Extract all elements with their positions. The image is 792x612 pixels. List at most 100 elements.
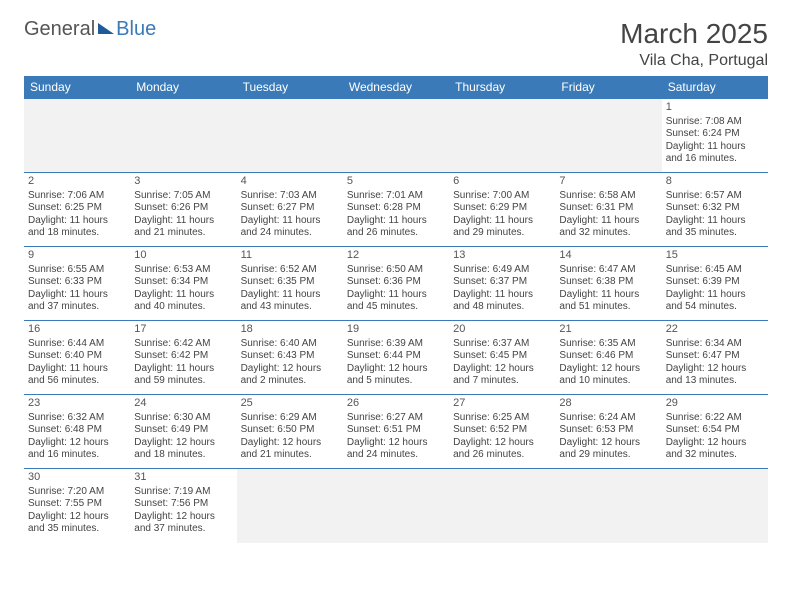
calendar-day-cell xyxy=(237,99,343,173)
day-number: 25 xyxy=(241,397,339,411)
calendar-day-cell: 30Sunrise: 7:20 AMSunset: 7:55 PMDayligh… xyxy=(24,469,130,543)
sunset-line: Sunset: 6:48 PM xyxy=(28,424,126,437)
weekday-header: Thursday xyxy=(449,76,555,99)
calendar-day-cell xyxy=(343,469,449,543)
day-number: 14 xyxy=(559,249,657,263)
daylight-line: Daylight: 12 hours and 29 minutes. xyxy=(559,437,657,462)
sunset-line: Sunset: 6:24 PM xyxy=(666,128,764,141)
sunrise-line: Sunrise: 6:55 AM xyxy=(28,264,126,277)
calendar-table: Sunday Monday Tuesday Wednesday Thursday… xyxy=(24,76,768,543)
sunrise-line: Sunrise: 7:00 AM xyxy=(453,190,551,203)
sunrise-line: Sunrise: 6:50 AM xyxy=(347,264,445,277)
sunset-line: Sunset: 6:29 PM xyxy=(453,202,551,215)
sunrise-line: Sunrise: 7:08 AM xyxy=(666,116,764,129)
calendar-day-cell: 2Sunrise: 7:06 AMSunset: 6:25 PMDaylight… xyxy=(24,173,130,247)
calendar-day-cell: 31Sunrise: 7:19 AMSunset: 7:56 PMDayligh… xyxy=(130,469,236,543)
day-number: 3 xyxy=(134,175,232,189)
daylight-line: Daylight: 12 hours and 10 minutes. xyxy=(559,363,657,388)
sunset-line: Sunset: 7:56 PM xyxy=(134,498,232,511)
calendar-week-row: 1Sunrise: 7:08 AMSunset: 6:24 PMDaylight… xyxy=(24,99,768,173)
calendar-day-cell: 6Sunrise: 7:00 AMSunset: 6:29 PMDaylight… xyxy=(449,173,555,247)
weekday-header-row: Sunday Monday Tuesday Wednesday Thursday… xyxy=(24,76,768,99)
day-number: 17 xyxy=(134,323,232,337)
daylight-line: Daylight: 11 hours and 43 minutes. xyxy=(241,289,339,314)
sunset-line: Sunset: 6:52 PM xyxy=(453,424,551,437)
day-number: 29 xyxy=(666,397,764,411)
sunset-line: Sunset: 6:36 PM xyxy=(347,276,445,289)
daylight-line: Daylight: 11 hours and 56 minutes. xyxy=(28,363,126,388)
calendar-day-cell xyxy=(555,99,661,173)
calendar-day-cell xyxy=(237,469,343,543)
daylight-line: Daylight: 11 hours and 16 minutes. xyxy=(666,141,764,166)
sunset-line: Sunset: 6:28 PM xyxy=(347,202,445,215)
daylight-line: Daylight: 12 hours and 32 minutes. xyxy=(666,437,764,462)
calendar-day-cell: 8Sunrise: 6:57 AMSunset: 6:32 PMDaylight… xyxy=(662,173,768,247)
calendar-day-cell: 15Sunrise: 6:45 AMSunset: 6:39 PMDayligh… xyxy=(662,247,768,321)
daylight-line: Daylight: 12 hours and 16 minutes. xyxy=(28,437,126,462)
calendar-day-cell: 12Sunrise: 6:50 AMSunset: 6:36 PMDayligh… xyxy=(343,247,449,321)
sunrise-line: Sunrise: 6:47 AM xyxy=(559,264,657,277)
day-number: 15 xyxy=(666,249,764,263)
daylight-line: Daylight: 11 hours and 45 minutes. xyxy=(347,289,445,314)
day-number: 5 xyxy=(347,175,445,189)
sunset-line: Sunset: 6:40 PM xyxy=(28,350,126,363)
sunrise-line: Sunrise: 6:37 AM xyxy=(453,338,551,351)
calendar-day-cell: 14Sunrise: 6:47 AMSunset: 6:38 PMDayligh… xyxy=(555,247,661,321)
day-number: 9 xyxy=(28,249,126,263)
calendar-day-cell: 22Sunrise: 6:34 AMSunset: 6:47 PMDayligh… xyxy=(662,321,768,395)
calendar-day-cell: 26Sunrise: 6:27 AMSunset: 6:51 PMDayligh… xyxy=(343,395,449,469)
calendar-day-cell: 3Sunrise: 7:05 AMSunset: 6:26 PMDaylight… xyxy=(130,173,236,247)
sunrise-line: Sunrise: 7:06 AM xyxy=(28,190,126,203)
sunset-line: Sunset: 6:54 PM xyxy=(666,424,764,437)
weekday-header: Friday xyxy=(555,76,661,99)
calendar-day-cell: 5Sunrise: 7:01 AMSunset: 6:28 PMDaylight… xyxy=(343,173,449,247)
calendar-day-cell: 16Sunrise: 6:44 AMSunset: 6:40 PMDayligh… xyxy=(24,321,130,395)
calendar-day-cell: 20Sunrise: 6:37 AMSunset: 6:45 PMDayligh… xyxy=(449,321,555,395)
day-number: 24 xyxy=(134,397,232,411)
calendar-day-cell: 9Sunrise: 6:55 AMSunset: 6:33 PMDaylight… xyxy=(24,247,130,321)
calendar-day-cell xyxy=(130,99,236,173)
weekday-header: Monday xyxy=(130,76,236,99)
sunset-line: Sunset: 7:55 PM xyxy=(28,498,126,511)
calendar-day-cell: 24Sunrise: 6:30 AMSunset: 6:49 PMDayligh… xyxy=(130,395,236,469)
sunrise-line: Sunrise: 7:19 AM xyxy=(134,486,232,499)
sunset-line: Sunset: 6:38 PM xyxy=(559,276,657,289)
title-block: March 2025 Vila Cha, Portugal xyxy=(620,18,768,70)
calendar-day-cell: 7Sunrise: 6:58 AMSunset: 6:31 PMDaylight… xyxy=(555,173,661,247)
calendar-day-cell: 23Sunrise: 6:32 AMSunset: 6:48 PMDayligh… xyxy=(24,395,130,469)
sunset-line: Sunset: 6:32 PM xyxy=(666,202,764,215)
sunrise-line: Sunrise: 6:27 AM xyxy=(347,412,445,425)
sunrise-line: Sunrise: 6:49 AM xyxy=(453,264,551,277)
day-number: 26 xyxy=(347,397,445,411)
day-number: 8 xyxy=(666,175,764,189)
calendar-day-cell: 11Sunrise: 6:52 AMSunset: 6:35 PMDayligh… xyxy=(237,247,343,321)
calendar-week-row: 23Sunrise: 6:32 AMSunset: 6:48 PMDayligh… xyxy=(24,395,768,469)
day-number: 23 xyxy=(28,397,126,411)
sunset-line: Sunset: 6:34 PM xyxy=(134,276,232,289)
sunset-line: Sunset: 6:42 PM xyxy=(134,350,232,363)
sunset-line: Sunset: 6:50 PM xyxy=(241,424,339,437)
sunrise-line: Sunrise: 6:30 AM xyxy=(134,412,232,425)
sunset-line: Sunset: 6:31 PM xyxy=(559,202,657,215)
location-subtitle: Vila Cha, Portugal xyxy=(620,52,768,70)
calendar-day-cell: 27Sunrise: 6:25 AMSunset: 6:52 PMDayligh… xyxy=(449,395,555,469)
calendar-day-cell: 1Sunrise: 7:08 AMSunset: 6:24 PMDaylight… xyxy=(662,99,768,173)
daylight-line: Daylight: 12 hours and 21 minutes. xyxy=(241,437,339,462)
daylight-line: Daylight: 12 hours and 5 minutes. xyxy=(347,363,445,388)
calendar-day-cell: 25Sunrise: 6:29 AMSunset: 6:50 PMDayligh… xyxy=(237,395,343,469)
daylight-line: Daylight: 11 hours and 59 minutes. xyxy=(134,363,232,388)
sunset-line: Sunset: 6:25 PM xyxy=(28,202,126,215)
day-number: 11 xyxy=(241,249,339,263)
calendar-week-row: 16Sunrise: 6:44 AMSunset: 6:40 PMDayligh… xyxy=(24,321,768,395)
sunset-line: Sunset: 6:35 PM xyxy=(241,276,339,289)
day-number: 27 xyxy=(453,397,551,411)
day-number: 20 xyxy=(453,323,551,337)
sunrise-line: Sunrise: 6:25 AM xyxy=(453,412,551,425)
logo: General Blue xyxy=(24,18,156,41)
sunset-line: Sunset: 6:37 PM xyxy=(453,276,551,289)
sunrise-line: Sunrise: 7:03 AM xyxy=(241,190,339,203)
sunrise-line: Sunrise: 7:05 AM xyxy=(134,190,232,203)
calendar-day-cell: 13Sunrise: 6:49 AMSunset: 6:37 PMDayligh… xyxy=(449,247,555,321)
calendar-day-cell xyxy=(662,469,768,543)
day-number: 10 xyxy=(134,249,232,263)
